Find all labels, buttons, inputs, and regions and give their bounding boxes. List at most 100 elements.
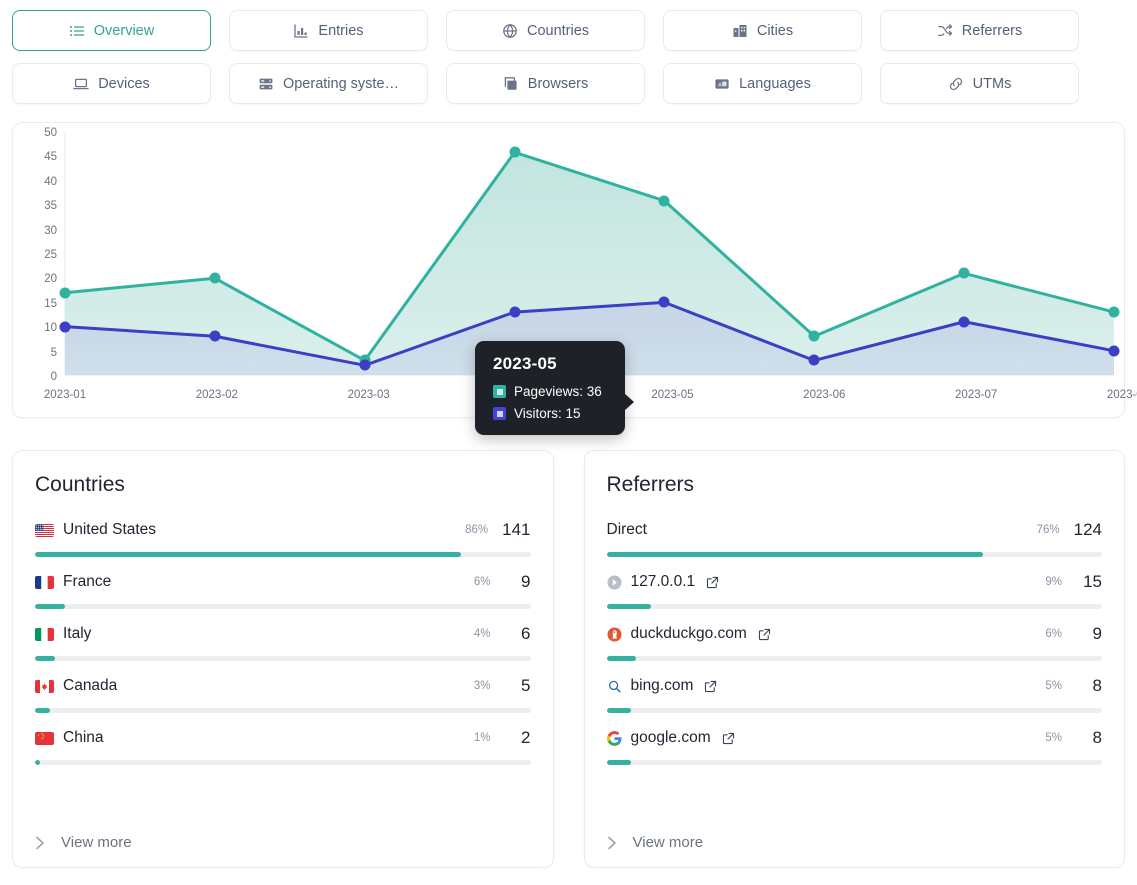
chart-point-pageviews-2023-07[interactable] xyxy=(958,267,970,279)
countries-panel-title: Countries xyxy=(35,473,125,496)
chart-plot-area[interactable] xyxy=(59,133,1120,376)
list-item-percent: 6% xyxy=(473,576,491,588)
list-item-percent: 4% xyxy=(473,628,491,640)
list-item-percent: 5% xyxy=(1045,680,1062,692)
tab-label: Browsers xyxy=(527,75,589,92)
chart-point-pageviews-2023-04[interactable] xyxy=(509,146,521,158)
tab-referrers[interactable]: Referrers xyxy=(880,10,1079,51)
external-link-icon[interactable] xyxy=(704,680,717,693)
chart-point-visitors-2023-01[interactable] xyxy=(59,321,71,333)
list-item-name: bing.com xyxy=(607,677,718,695)
list-item[interactable]: duckduckgo.com 6% 9 xyxy=(606,621,1102,661)
chart-point-visitors-2023-06[interactable] xyxy=(808,354,820,366)
tab-cities[interactable]: Cities xyxy=(663,10,862,51)
tooltip-title: 2023-05 xyxy=(493,354,557,373)
list-item[interactable]: Italy 4% 6 xyxy=(35,621,531,661)
list-item-label: duckduckgo.com xyxy=(630,625,747,642)
list-item-percent: 86% xyxy=(465,524,489,536)
list-item-name: google.com xyxy=(606,729,735,747)
list-item-name: Canada xyxy=(35,677,117,695)
chart-point-pageviews-2023-06[interactable] xyxy=(808,330,820,342)
list-item[interactable]: United States 86% 141 xyxy=(35,517,531,557)
list-item[interactable]: France 6% 9 xyxy=(35,569,531,609)
list-item-percent: 6% xyxy=(1045,628,1062,640)
list-item[interactable]: Direct 76% 124 xyxy=(606,517,1102,557)
list-item[interactable]: China 1% 2 xyxy=(35,725,531,765)
tab-label: UTMs xyxy=(972,75,1012,92)
server-icon xyxy=(258,76,274,92)
list-item-value: 8 xyxy=(1092,676,1102,695)
tooltip-swatch-pageviews xyxy=(493,385,506,398)
list-item-label: google.com xyxy=(630,729,711,746)
list-item-value: 5 xyxy=(521,676,531,695)
chart-y-axis: 0 5 10 15 20 25 30 35 40 45 50 xyxy=(13,123,65,417)
countries-view-more-button[interactable]: View more xyxy=(35,834,132,851)
chart-area-pageviews xyxy=(65,152,1114,375)
tab-languages[interactable]: A 2 Languages xyxy=(663,63,862,104)
chart-point-visitors-2023-02[interactable] xyxy=(209,330,221,342)
list-item-label: China xyxy=(63,729,104,746)
tab-overview[interactable]: Overview xyxy=(12,10,211,51)
duckduckgo-favicon xyxy=(607,627,622,642)
svg-text:2: 2 xyxy=(723,81,726,86)
list-item-progress-bar xyxy=(606,760,1102,765)
chart-point-visitors-2023-03[interactable] xyxy=(359,359,371,371)
chart-point-visitors-2023-07[interactable] xyxy=(958,316,970,328)
list-item-value: 141 xyxy=(502,520,531,539)
chart-point-pageviews-2023-05[interactable] xyxy=(658,195,670,207)
list-item[interactable]: 127.0.0.1 9% 15 xyxy=(606,569,1102,609)
referrers-view-more-label: View more xyxy=(632,834,704,851)
tab-label: Operating syste… xyxy=(282,75,400,92)
list-item-percent: 3% xyxy=(473,680,491,692)
tooltip-row-pageviews: Pageviews: 36 xyxy=(493,384,611,399)
chart-point-visitors-2023-04[interactable] xyxy=(509,306,521,318)
chart-point-pageviews-2023-01[interactable] xyxy=(59,287,71,299)
tab-label: Languages xyxy=(739,75,811,92)
chart-point-pageviews-2023-08[interactable] xyxy=(1108,306,1120,318)
google-favicon xyxy=(606,730,622,746)
tab-entries[interactable]: Entries xyxy=(229,10,428,51)
list-item-percent: 9% xyxy=(1045,576,1062,588)
referrers-panel-title: Referrers xyxy=(606,473,695,496)
referrers-panel: Referrers Direct 76% 124 127.0.0.1 9% 15 xyxy=(583,450,1125,868)
list-item-progress-bar xyxy=(35,708,531,713)
list-item-value: 6 xyxy=(521,624,531,643)
external-link-icon[interactable] xyxy=(722,732,735,745)
tab-countries[interactable]: Countries xyxy=(446,10,645,51)
y-axis-tick: 25 xyxy=(44,249,57,261)
list-item[interactable]: google.com 5% 8 xyxy=(606,725,1102,765)
external-link-icon[interactable] xyxy=(706,576,719,589)
tab-operating-syste[interactable]: Operating syste… xyxy=(229,63,428,104)
countries-view-more-label: View more xyxy=(61,834,132,851)
list-item-progress-bar xyxy=(606,552,1102,557)
list-item-value: 15 xyxy=(1083,572,1102,591)
list-item-name: France xyxy=(35,573,111,591)
tab-label: Referrers xyxy=(961,22,1023,39)
tab-browsers[interactable]: Browsers xyxy=(446,63,645,104)
flag-us-icon xyxy=(35,523,54,537)
referrers-view-more-button[interactable]: View more xyxy=(607,834,704,851)
y-axis-tick: 50 xyxy=(44,127,57,139)
chart-tooltip: 2023-05 Pageviews: 36 Visitors: 15 xyxy=(475,341,634,435)
list-item-value: 8 xyxy=(1092,728,1102,747)
tooltip-arrow xyxy=(624,393,634,411)
list-item-progress-bar xyxy=(606,656,1102,661)
list-item[interactable]: Canada 3% 5 xyxy=(35,673,531,713)
list-item-label: United States xyxy=(63,521,157,538)
list-icon xyxy=(69,23,85,39)
tab-devices[interactable]: Devices xyxy=(12,63,211,104)
list-item-name: Direct xyxy=(607,521,647,539)
chart-point-pageviews-2023-02[interactable] xyxy=(209,272,221,284)
list-item-name: duckduckgo.com xyxy=(607,625,771,643)
list-item[interactable]: bing.com 5% 8 xyxy=(606,673,1102,713)
chart-point-visitors-2023-08[interactable] xyxy=(1108,345,1120,357)
chart-point-visitors-2023-05[interactable] xyxy=(658,296,670,308)
y-axis-tick: 0 xyxy=(50,371,57,383)
y-axis-tick: 20 xyxy=(44,273,57,286)
chart-line-pageviews xyxy=(65,152,1114,360)
list-item-label: 127.0.0.1 xyxy=(630,573,696,590)
external-link-icon[interactable] xyxy=(758,628,771,641)
generic-globe-favicon xyxy=(607,575,622,590)
tab-utms[interactable]: UTMs xyxy=(880,63,1079,104)
